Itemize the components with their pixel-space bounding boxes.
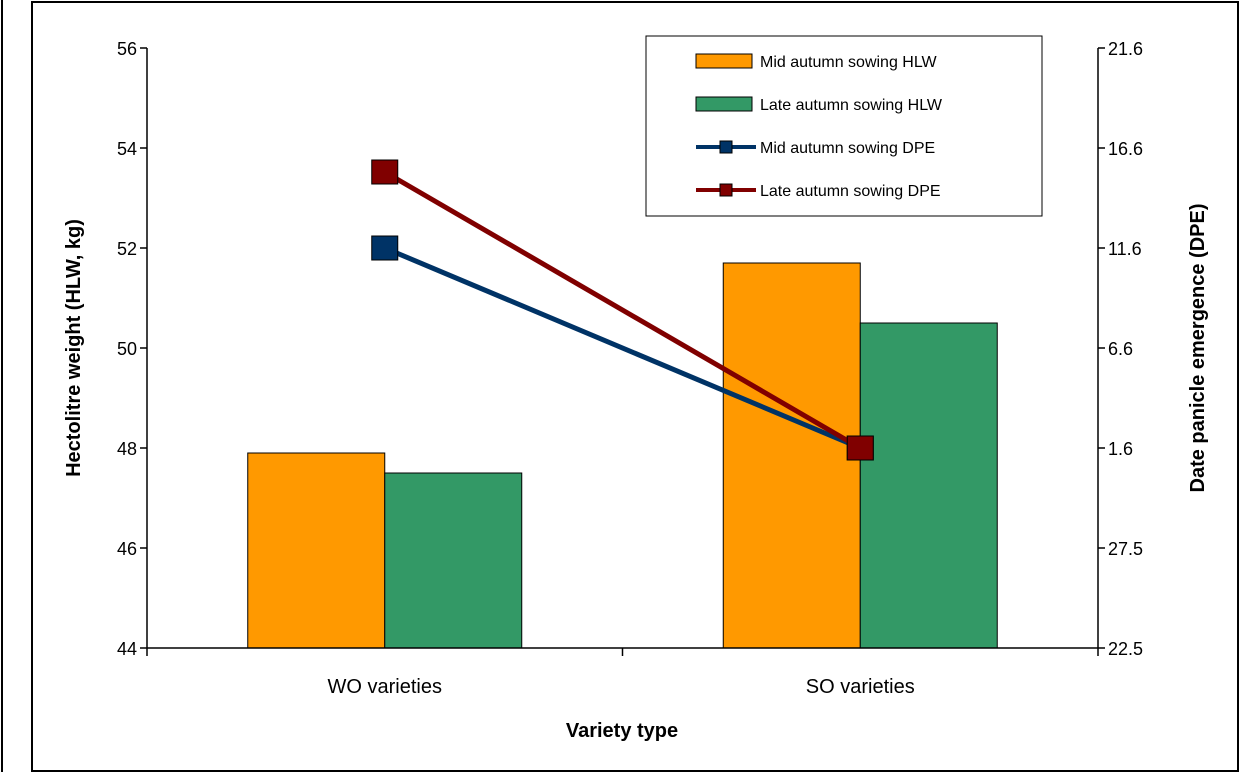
legend-swatch-late-hlw [695, 96, 753, 112]
chart-border [31, 1, 1239, 772]
legend-swatch-mid-hlw [695, 53, 753, 69]
bar-late-hlw-1 [859, 322, 998, 649]
y-tick-label-right: 16.6 [1108, 139, 1143, 159]
y-tick-label-right: 27.5 [1108, 539, 1143, 559]
line-late-dpe [383, 169, 862, 451]
bar-mid-hlw-0 [247, 452, 386, 649]
y-axis-title-right: Date panicle emergence (DPE) [1187, 204, 1209, 493]
marker-late-dpe-0 [371, 159, 399, 185]
y-tick-label-right: 11.6 [1108, 239, 1142, 259]
y-axis-title-left: Hectolitre weight (HLW, kg) [63, 219, 85, 477]
legend-label-mid-dpe: Mid autumn sowing DPE [760, 140, 935, 157]
x-tick-label-0: WO varieties [328, 676, 442, 698]
legend-label-mid-hlw: Mid autumn sowing HLW [760, 54, 938, 71]
y-tick-label-right: 1.6 [1108, 439, 1133, 459]
y-tick-label-right: 21.6 [1108, 39, 1143, 59]
y-tick-label-left: 52 [117, 239, 137, 259]
y-tick-label-left: 44 [117, 639, 137, 659]
legend: Mid autumn sowing HLW Late autumn sowing … [645, 35, 1043, 217]
marker-mid-dpe-0 [371, 235, 399, 261]
y-tick-label-left: 46 [117, 539, 137, 559]
marker-late-dpe-1 [846, 435, 874, 461]
y-tick-label-right: 22.5 [1108, 639, 1143, 659]
y-tick-label-left: 56 [117, 39, 137, 59]
y-tick-label-left: 48 [117, 439, 137, 459]
x-tick-label-1: SO varieties [806, 676, 915, 698]
bars-layer [247, 262, 998, 649]
legend-label-late-dpe: Late autumn sowing DPE [760, 183, 941, 200]
y-tick-label-right: 6.6 [1108, 339, 1133, 359]
ticks-layer: 44 22.5 46 27.5 48 1.6 50 6.6 52 11.6 54 16.6 56 21.6… [117, 39, 1143, 698]
x-axis-title: Variety type [566, 720, 678, 742]
legend-marker-mid-dpe [719, 140, 733, 154]
bar-mid-hlw-1 [722, 262, 861, 649]
y-tick-label-left: 54 [117, 139, 137, 159]
line-mid-dpe [383, 245, 862, 451]
legend-marker-late-dpe [719, 183, 733, 197]
lines-layer [371, 159, 874, 461]
y-tick-label-left: 50 [117, 339, 137, 359]
legend-label-late-hlw: Late autumn sowing HLW [760, 97, 943, 114]
bar-late-hlw-0 [384, 472, 523, 649]
